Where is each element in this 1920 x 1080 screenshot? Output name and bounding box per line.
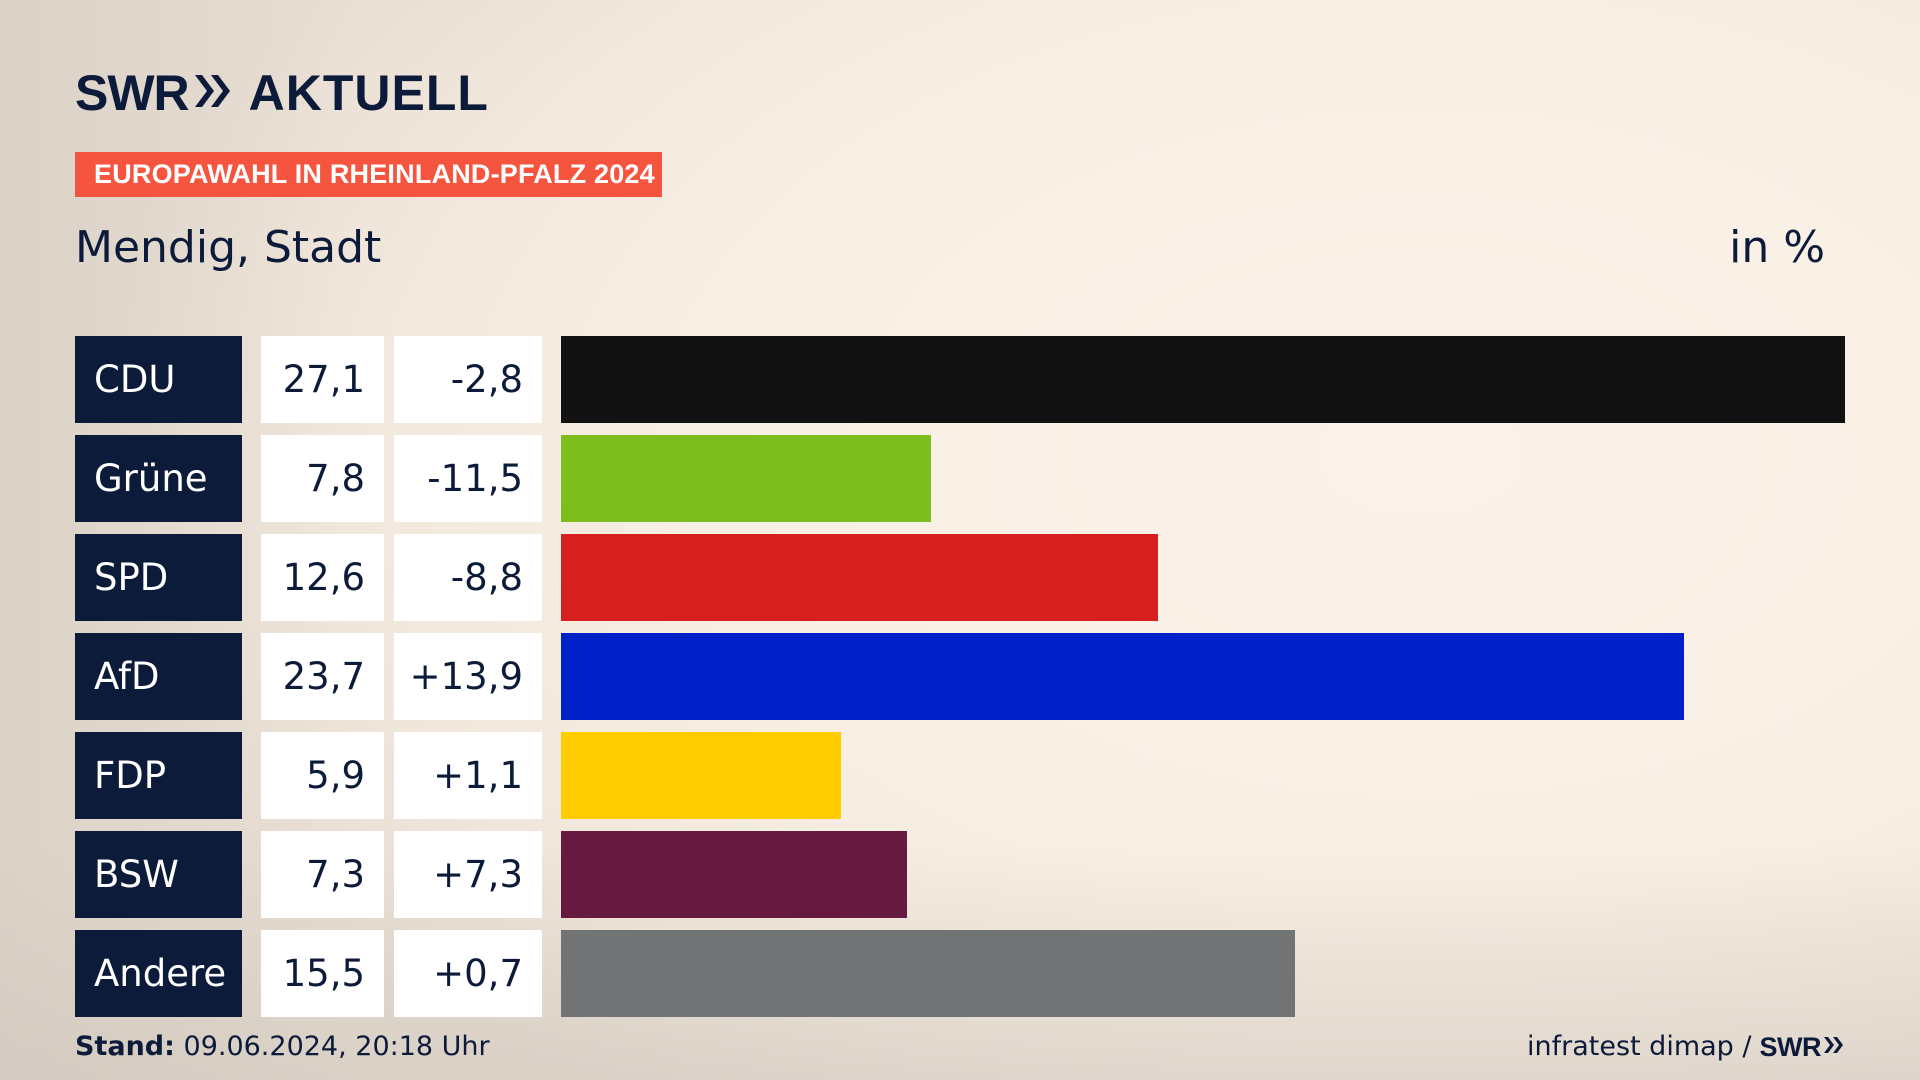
result-bar [561, 633, 1684, 720]
double-chevron-icon [193, 72, 233, 114]
party-label: Andere [75, 930, 242, 1017]
vote-share-label: 23,7 [261, 633, 384, 720]
result-row: BSW 7,3 +7,3 [75, 831, 1845, 918]
result-bar [561, 732, 841, 819]
swr-aktuell-logo: SWR AKTUELL [75, 66, 489, 120]
party-label: BSW [75, 831, 242, 918]
party-label: AfD [75, 633, 242, 720]
stand-value: 09.06.2024, 20:18 Uhr [183, 1031, 490, 1062]
result-bar [561, 534, 1158, 621]
vote-share-label: 27,1 [261, 336, 384, 423]
logo-aktuell-text: AKTUELL [248, 65, 489, 121]
party-label: Grüne [75, 435, 242, 522]
timestamp: Stand: 09.06.2024, 20:18 Uhr [75, 1030, 490, 1064]
party-label: CDU [75, 336, 242, 423]
unit-label: in % [1729, 222, 1825, 273]
change-label: +0,7 [394, 930, 542, 1017]
party-label: SPD [75, 534, 242, 621]
vote-share-label: 12,6 [261, 534, 384, 621]
stand-label: Stand: [75, 1031, 175, 1062]
change-label: -8,8 [394, 534, 542, 621]
result-bar [561, 435, 931, 522]
election-badge: EUROPAWAHL IN RHEINLAND-PFALZ 2024 [75, 152, 662, 197]
change-label: -11,5 [394, 435, 542, 522]
vote-share-label: 7,3 [261, 831, 384, 918]
result-bar [561, 930, 1295, 1017]
change-label: +1,1 [394, 732, 542, 819]
result-row: Grüne 7,8 -11,5 [75, 435, 1845, 522]
result-row: Andere 15,5 +0,7 [75, 930, 1845, 1017]
source-credit: infratest dimap / SWR [1527, 1030, 1845, 1064]
vote-share-label: 7,8 [261, 435, 384, 522]
party-label: FDP [75, 732, 242, 819]
result-row: FDP 5,9 +1,1 [75, 732, 1845, 819]
vote-share-label: 15,5 [261, 930, 384, 1017]
source-text: infratest dimap / [1526, 1031, 1752, 1062]
vote-share-label: 5,9 [261, 732, 384, 819]
result-row: SPD 12,6 -8,8 [75, 534, 1845, 621]
footer-double-chevron-icon [1823, 1030, 1845, 1064]
result-bar [561, 336, 1845, 423]
region-title: Mendig, Stadt [75, 222, 382, 273]
result-row: CDU 27,1 -2,8 [75, 336, 1845, 423]
change-label: +7,3 [394, 831, 542, 918]
footer-swr-text: SWR [1759, 1032, 1822, 1062]
logo-swr-text: SWR [75, 65, 190, 121]
result-bar [561, 831, 907, 918]
change-label: +13,9 [394, 633, 542, 720]
change-label: -2,8 [394, 336, 542, 423]
result-row: AfD 23,7 +13,9 [75, 633, 1845, 720]
